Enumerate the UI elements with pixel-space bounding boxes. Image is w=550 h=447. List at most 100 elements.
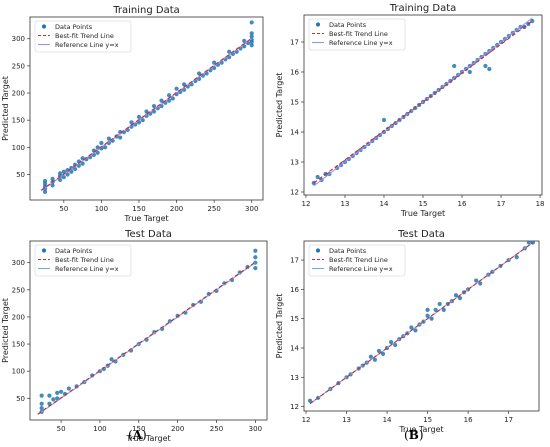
data-point bbox=[197, 71, 202, 76]
legend-box bbox=[34, 244, 132, 277]
trend-line bbox=[309, 242, 534, 405]
data-point bbox=[227, 49, 232, 54]
y-tick-label: 15 bbox=[290, 99, 299, 107]
x-tick-label: 17 bbox=[504, 416, 513, 424]
data-point bbox=[136, 114, 142, 120]
data-point bbox=[166, 93, 172, 98]
legend-marker-points bbox=[315, 22, 321, 27]
legend-marker-points bbox=[41, 248, 47, 253]
x-tick-label: 250 bbox=[207, 205, 220, 213]
plot-marks bbox=[37, 248, 258, 416]
data-point bbox=[57, 171, 63, 176]
x-tick-label: 200 bbox=[170, 205, 183, 213]
data-point bbox=[315, 174, 320, 180]
legend-entry: Data Points bbox=[55, 23, 93, 31]
y-tick-label: 14 bbox=[290, 344, 299, 352]
legend-entry: Best-fit Trend Line bbox=[55, 256, 114, 264]
legend-marker-points bbox=[41, 24, 47, 29]
data-point bbox=[453, 293, 459, 298]
x-axis-label: True Target bbox=[398, 425, 443, 434]
chart-panel-2: Training Data 12 13 14 15 16 17 18 12 13 14 15 16 17 T… bbox=[275, 3, 545, 218]
x-tick-label: 150 bbox=[132, 425, 145, 433]
panel-letter-a: A bbox=[132, 428, 142, 442]
x-tick-label: 15 bbox=[419, 200, 428, 208]
data-point bbox=[253, 255, 258, 260]
y-axis-label: Predicted Target bbox=[1, 298, 10, 363]
data-point bbox=[55, 390, 60, 395]
data-point bbox=[249, 43, 254, 48]
plot-marks bbox=[307, 241, 536, 405]
data-point bbox=[58, 389, 64, 394]
data-point bbox=[66, 386, 71, 391]
x-axis-label: True Target bbox=[400, 209, 445, 218]
data-point bbox=[174, 86, 179, 91]
data-point bbox=[106, 136, 112, 141]
data-point bbox=[253, 266, 258, 271]
data-point bbox=[152, 330, 157, 335]
x-tick-label: 18 bbox=[536, 200, 545, 208]
data-point bbox=[372, 357, 378, 362]
legend-entry: Data Points bbox=[55, 247, 93, 255]
y-tick-label: 16 bbox=[290, 69, 299, 77]
data-point bbox=[393, 342, 398, 348]
y-tick-label: 200 bbox=[12, 90, 25, 98]
data-point bbox=[39, 401, 44, 406]
data-point bbox=[103, 145, 108, 150]
panel-label-b: (B) bbox=[404, 428, 424, 442]
y-tick-label: 16 bbox=[290, 286, 299, 294]
data-point bbox=[249, 37, 254, 42]
data-point bbox=[237, 270, 242, 275]
data-point bbox=[47, 393, 52, 398]
x-tick-label: 13 bbox=[342, 416, 351, 424]
data-point bbox=[140, 118, 145, 123]
y-tick-label: 50 bbox=[16, 395, 25, 403]
legend-box bbox=[308, 18, 406, 51]
chart-panel-1: Training Data 50 100 150 200 250 300 50 100 150 20… bbox=[1, 5, 264, 223]
data-point bbox=[159, 98, 164, 103]
data-point bbox=[380, 351, 386, 356]
x-tick-label: 16 bbox=[464, 416, 473, 424]
y-tick-label: 150 bbox=[12, 341, 25, 349]
x-tick-label: 250 bbox=[210, 425, 223, 433]
data-point bbox=[42, 189, 48, 194]
chart-title: Training Data bbox=[112, 5, 180, 16]
legend-entry: Reference Line y=x bbox=[55, 265, 119, 273]
x-tick-label: 100 bbox=[93, 425, 106, 433]
y-tick-label: 17 bbox=[290, 39, 299, 47]
x-tick-label: 14 bbox=[380, 200, 389, 208]
data-point bbox=[441, 307, 446, 312]
panel-label-a: (A) bbox=[128, 428, 147, 442]
chart-panel-4: Test Data 12 13 14 15 16 17 12 13 14 15 16 17 True Ta… bbox=[275, 229, 540, 434]
legend-entry: Reference Line y=x bbox=[329, 265, 393, 273]
data-point bbox=[57, 177, 63, 183]
x-axis-label: True Target bbox=[123, 214, 168, 223]
data-point bbox=[368, 354, 373, 359]
data-point bbox=[474, 278, 479, 283]
trend-line bbox=[37, 261, 256, 415]
chart-title: Training Data bbox=[389, 3, 457, 14]
x-tick-label: 14 bbox=[383, 416, 392, 424]
trend-line bbox=[40, 37, 253, 191]
x-tick-label: 15 bbox=[423, 416, 432, 424]
data-point bbox=[65, 172, 70, 177]
legend-box bbox=[308, 244, 406, 277]
data-point bbox=[249, 31, 254, 36]
data-point bbox=[514, 255, 519, 260]
data-point bbox=[106, 140, 112, 146]
data-point bbox=[487, 66, 492, 72]
y-axis-label: Predicted Target bbox=[1, 76, 10, 141]
legend-entry: Best-fit Trend Line bbox=[55, 32, 114, 40]
data-point bbox=[170, 96, 175, 101]
y-axis-label: Predicted Target bbox=[275, 294, 284, 359]
data-point bbox=[95, 150, 100, 155]
legend-entry: Best-fit Trend Line bbox=[329, 30, 388, 38]
data-point bbox=[425, 313, 430, 318]
x-tick-label: 12 bbox=[301, 200, 310, 208]
data-point bbox=[478, 281, 483, 286]
data-point bbox=[429, 316, 434, 321]
data-point bbox=[253, 248, 258, 253]
data-point bbox=[151, 103, 157, 109]
x-tick-label: 50 bbox=[59, 205, 68, 213]
